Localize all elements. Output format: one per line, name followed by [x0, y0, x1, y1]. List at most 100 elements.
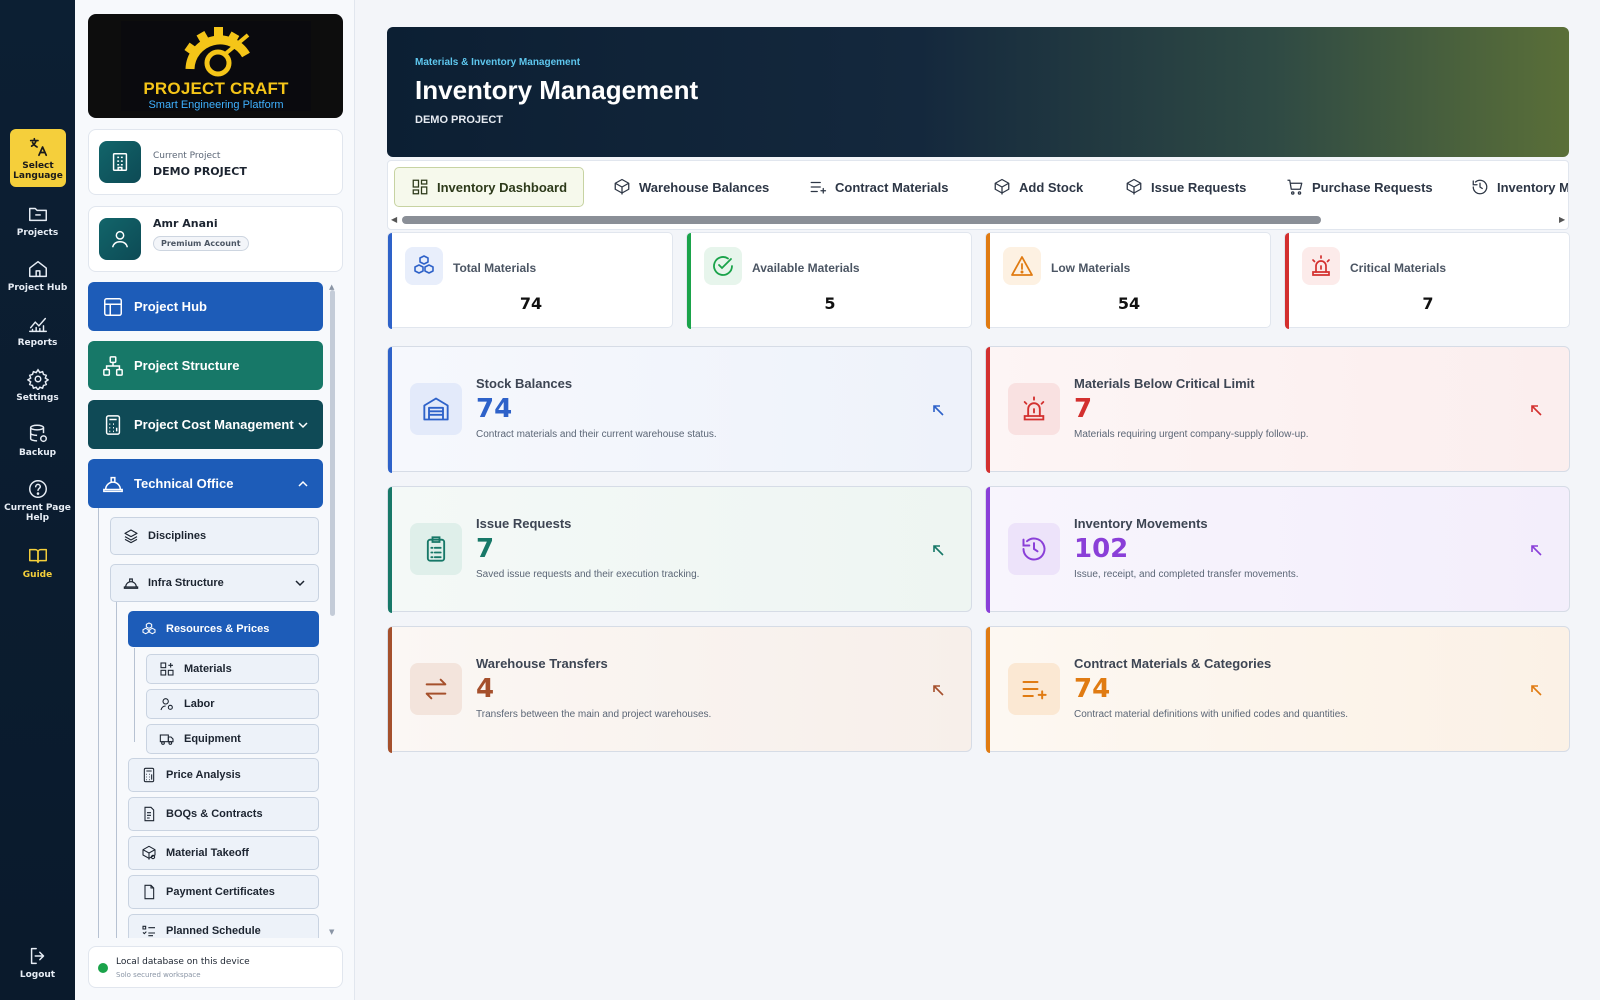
- nav-disciplines[interactable]: Disciplines: [110, 517, 319, 555]
- rail-guide[interactable]: Guide: [0, 545, 75, 580]
- rail-project-hub[interactable]: Project Hub: [0, 258, 75, 293]
- clipboard-icon: [410, 523, 462, 575]
- database-icon: [29, 424, 47, 443]
- card-contract-title: Contract Materials & Categories: [1074, 656, 1272, 671]
- nav-resources-prices[interactable]: Resources & Prices: [128, 611, 319, 647]
- card-contract-desc: Contract material definitions with unifi…: [1074, 709, 1349, 720]
- card-issue-requests[interactable]: Issue Requests 7 Saved issue requests an…: [387, 486, 972, 613]
- siren-icon: [1302, 247, 1340, 285]
- folder-icon: [28, 207, 47, 222]
- translate-icon: [29, 137, 48, 156]
- warning-icon: [1003, 247, 1041, 285]
- stat-low-materials[interactable]: Low Materials 54: [985, 232, 1271, 329]
- card-stock-desc: Contract materials and their current war…: [476, 429, 717, 440]
- grid-plus-icon: [160, 662, 174, 676]
- nav-labor[interactable]: Labor: [146, 689, 319, 719]
- brand-subtitle: Smart Engineering Platform: [148, 99, 284, 111]
- card-below-critical-value: 7: [1074, 394, 1093, 424]
- nav-infra-structure[interactable]: Infra Structure: [110, 564, 319, 602]
- package-check-icon: [1126, 178, 1142, 195]
- stat-critical-materials[interactable]: Critical Materials 7: [1284, 232, 1570, 329]
- rail-reports-label: Reports: [17, 338, 58, 348]
- nav-labor-label: Labor: [184, 698, 215, 710]
- transfer-arrows-icon: [410, 663, 462, 715]
- select-language-button[interactable]: Select Language: [10, 129, 66, 187]
- card-inventory-movements[interactable]: Inventory Movements 102 Issue, receipt, …: [985, 486, 1570, 613]
- card-stock-value: 74: [476, 394, 513, 424]
- tab-warehouse-balances[interactable]: Warehouse Balances: [613, 167, 769, 207]
- nav-material-takeoff[interactable]: Material Takeoff: [128, 836, 319, 870]
- rail-backup[interactable]: Backup: [0, 423, 75, 458]
- nav-project-structure[interactable]: Project Structure: [88, 341, 323, 390]
- tab-add-stock[interactable]: Add Stock: [993, 167, 1083, 207]
- card-stock-balances[interactable]: Stock Balances 74 Contract materials and…: [387, 346, 972, 473]
- card-stock-title: Stock Balances: [476, 376, 573, 391]
- current-project-card[interactable]: Current Project DEMO PROJECT: [88, 129, 343, 195]
- arrow-up-left-icon[interactable]: [931, 403, 945, 417]
- user-gear-icon: [160, 698, 173, 711]
- tab-issue-requests[interactable]: Issue Requests: [1125, 167, 1246, 207]
- card-movements-desc: Issue, receipt, and completed transfer m…: [1074, 569, 1299, 580]
- package-search-icon: [614, 178, 630, 195]
- dashboard-icon: [412, 179, 428, 195]
- nav-payment-certificates[interactable]: Payment Certificates: [128, 875, 319, 909]
- help-icon: [28, 480, 47, 498]
- chevron-down-icon: [295, 580, 305, 587]
- card-contract-materials[interactable]: Contract Materials & Categories 74 Contr…: [985, 626, 1570, 753]
- scroll-up-arrow[interactable]: ▲: [329, 283, 335, 291]
- sidebar-scrollbar[interactable]: [330, 290, 335, 616]
- tabs-scrollbar[interactable]: [398, 215, 1558, 224]
- app-rail: Select Language Projects Project Hub Rep…: [0, 0, 75, 1000]
- card-movements-title: Inventory Movements: [1074, 516, 1208, 531]
- page-subtitle: DEMO PROJECT: [415, 114, 504, 126]
- current-project-name: DEMO PROJECT: [153, 165, 247, 178]
- nav-tree: Project Hub Project Structure Project Co…: [88, 282, 343, 938]
- siren-icon: [1008, 383, 1060, 435]
- rail-projects-label: Projects: [16, 228, 59, 238]
- rail-reports[interactable]: Reports: [0, 313, 75, 348]
- card-warehouse-transfers[interactable]: Warehouse Transfers 4 Transfers between …: [387, 626, 972, 753]
- stat-low-label: Low Materials: [1051, 261, 1131, 275]
- nav-materials[interactable]: Materials: [146, 654, 319, 684]
- nav-planned-schedule[interactable]: Planned Schedule: [128, 914, 319, 938]
- list-plus-icon: [1008, 663, 1060, 715]
- scroll-left-arrow[interactable]: ◀: [391, 215, 398, 224]
- stat-total-value: 74: [519, 294, 543, 313]
- history-icon: [1472, 179, 1488, 195]
- rail-logout-label: Logout: [19, 970, 56, 980]
- nav-project-cost[interactable]: Project Cost Management: [88, 400, 323, 449]
- arrow-up-left-icon[interactable]: [931, 683, 945, 697]
- rail-settings[interactable]: Settings: [0, 368, 75, 403]
- card-contract-value: 74: [1074, 674, 1111, 704]
- rail-projects[interactable]: Projects: [0, 203, 75, 238]
- scroll-right-arrow[interactable]: ▶: [1559, 215, 1566, 224]
- nav-infra-structure-label: Infra Structure: [148, 577, 224, 589]
- scroll-down-arrow[interactable]: ▼: [329, 928, 335, 936]
- arrow-up-left-icon[interactable]: [1529, 683, 1543, 697]
- arrow-up-left-icon[interactable]: [931, 543, 945, 557]
- history-icon: [1008, 523, 1060, 575]
- stat-total-materials[interactable]: Total Materials 74: [387, 232, 673, 329]
- nav-technical-office[interactable]: Technical Office: [88, 459, 323, 508]
- tabs-scroll-thumb[interactable]: [402, 216, 1321, 224]
- tab-purchase-requests[interactable]: Purchase Requests: [1286, 167, 1433, 207]
- user-card[interactable]: Amr Anani Premium Account: [88, 206, 343, 272]
- rail-logout[interactable]: Logout: [0, 945, 75, 980]
- tab-inventory-dashboard[interactable]: Inventory Dashboard: [394, 167, 585, 207]
- stat-available-value: 5: [824, 294, 836, 313]
- arrow-up-left-icon[interactable]: [1529, 403, 1543, 417]
- nav-price-analysis[interactable]: Price Analysis: [128, 758, 319, 792]
- rail-help[interactable]: Current Page Help: [0, 478, 75, 523]
- current-project-label: Current Project: [153, 151, 221, 161]
- card-below-critical[interactable]: Materials Below Critical Limit 7 Materia…: [985, 346, 1570, 473]
- nav-boqs-contracts[interactable]: BOQs & Contracts: [128, 797, 319, 831]
- cubes-icon: [405, 247, 443, 285]
- nav-equipment[interactable]: Equipment: [146, 724, 319, 754]
- stat-available-materials[interactable]: Available Materials 5: [686, 232, 972, 329]
- nav-project-hub[interactable]: Project Hub: [88, 282, 323, 331]
- tab-bar: Inventory Dashboard Warehouse Balances C…: [387, 160, 1569, 230]
- tab-contract-materials[interactable]: Contract Materials: [809, 167, 948, 207]
- card-transfers-value: 4: [476, 674, 495, 704]
- arrow-up-left-icon[interactable]: [1529, 543, 1543, 557]
- tab-inventory-movements[interactable]: Inventory Movements: [1471, 167, 1568, 207]
